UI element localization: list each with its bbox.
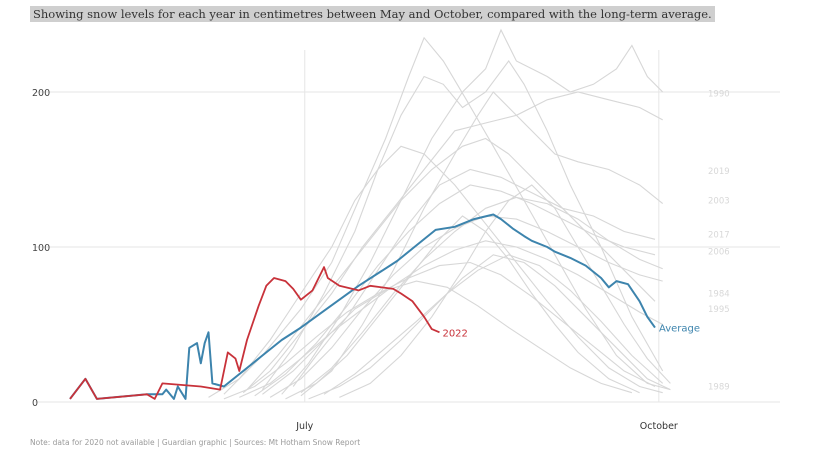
- x-tick-july: July: [295, 421, 313, 432]
- average-label: Average: [659, 324, 700, 335]
- background-year-line-0: [223, 36, 671, 395]
- background-year-line-6: [254, 184, 656, 397]
- background-year-line-17: [300, 196, 663, 394]
- chart-subtitle: Showing snow levels for each year in cen…: [30, 6, 715, 22]
- background-year-line-8: [239, 240, 663, 398]
- y-tick-0: 0: [32, 398, 38, 409]
- background-year-lines: [208, 28, 671, 400]
- background-year-line-10: [223, 261, 656, 400]
- average-line: [69, 213, 656, 400]
- x-axis-ticks: July October: [295, 421, 678, 432]
- average-series: Average: [69, 213, 700, 400]
- background-year-line-9: [308, 254, 671, 400]
- label-2022: 2022: [442, 328, 467, 339]
- year-label-1990: 1990: [708, 90, 730, 100]
- year-label-1989: 1989: [708, 383, 730, 393]
- year-label-2006: 2006: [708, 248, 730, 258]
- background-year-labels: 1990 2019 2003 2017 2006 1984 1995 1989: [708, 90, 730, 393]
- background-year-line-11: [323, 254, 664, 395]
- year-label-2019: 2019: [708, 167, 730, 177]
- background-year-line-14: [262, 280, 633, 395]
- y-tick-100: 100: [32, 243, 50, 254]
- year-label-2017: 2017: [708, 231, 730, 241]
- background-year-line-3: [242, 91, 663, 394]
- chart-grid: [35, 50, 780, 403]
- year-label-1984: 1984: [708, 290, 730, 300]
- highlight-series-2022: 2022: [69, 266, 468, 400]
- background-year-line-7: [269, 215, 663, 398]
- background-year-line-15: [339, 184, 671, 398]
- y-tick-200: 200: [32, 88, 50, 99]
- background-year-line-1: [261, 60, 664, 390]
- year-label-2003: 2003: [708, 197, 730, 207]
- y-axis-ticks: 0 100 200: [32, 88, 50, 409]
- year-label-1995: 1995: [708, 305, 730, 315]
- background-year-line-16: [246, 137, 656, 390]
- background-year-line-4: [300, 91, 664, 397]
- background-year-line-12: [208, 145, 663, 398]
- line-2022: [69, 266, 440, 400]
- background-year-line-2: [281, 28, 664, 395]
- x-tick-october: October: [640, 421, 678, 432]
- background-year-line-13: [285, 215, 640, 400]
- chart-footnote: Note: data for 2020 not available | Guar…: [30, 438, 361, 447]
